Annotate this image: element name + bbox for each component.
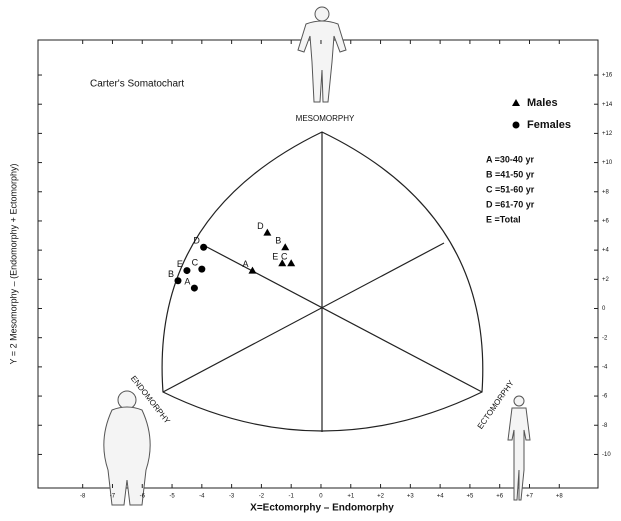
female-point: [183, 267, 190, 274]
somatochart-outline: [162, 132, 483, 432]
y-tick-label: +2: [602, 277, 610, 283]
point-label: D: [257, 221, 264, 231]
key-line: B =41-50 yr: [486, 169, 535, 179]
y-tick-label: +16: [602, 73, 613, 79]
y-tick-label: +12: [602, 131, 613, 137]
x-tick-label: -4: [199, 494, 205, 500]
key-line: C =51-60 yr: [486, 184, 535, 194]
x-tick-label: +7: [526, 494, 534, 500]
point-label: C: [192, 257, 199, 267]
legend-label: Males: [527, 97, 558, 109]
y-tick-label: +6: [602, 219, 610, 225]
key-line: A =30-40 yr: [486, 154, 534, 164]
y-tick-label: -2: [602, 335, 608, 341]
chart-title: Carter's Somatochart: [90, 79, 184, 90]
y-tick-label: +8: [602, 189, 610, 195]
y-tick-label: -8: [602, 423, 608, 429]
x-tick-label: -3: [229, 494, 235, 500]
male-point: [263, 229, 271, 236]
female-point: [200, 244, 207, 251]
chart: Carter's Somatochart MESOMORPHY ENDOMORP…: [0, 0, 621, 521]
x-tick-label: -6: [140, 494, 146, 500]
male-point: [281, 243, 289, 250]
x-tick-label: -5: [169, 494, 175, 500]
axis-line: [163, 243, 444, 392]
male-point: [287, 259, 295, 266]
legend-marker: [512, 99, 520, 106]
y-tick-label: +14: [602, 102, 613, 108]
key-line: E =Total: [486, 214, 521, 224]
legend-label: Females: [527, 119, 571, 131]
point-label: E: [177, 259, 183, 269]
x-tick-label: +2: [377, 494, 385, 500]
y-axis-title: Y = 2 Mesomorphy – (Endomorphy + Ectomor…: [8, 164, 18, 365]
point-label: B: [168, 269, 174, 279]
x-tick-label: +4: [437, 494, 445, 500]
meso-figure: [298, 7, 346, 102]
female-point: [198, 266, 205, 273]
x-tick-label: -8: [80, 494, 86, 500]
x-tick-label: +8: [556, 494, 564, 500]
female-point: [191, 285, 198, 292]
key-line: D =61-70 yr: [486, 199, 535, 209]
point-label: D: [193, 236, 200, 246]
y-tick-label: +4: [602, 248, 610, 254]
y-tick-label: -4: [602, 364, 608, 370]
x-tick-label: -2: [259, 494, 265, 500]
x-tick-label: -1: [289, 494, 295, 500]
point-label: A: [184, 276, 190, 286]
y-tick-label: -10: [602, 452, 611, 458]
x-tick-label: +5: [466, 494, 474, 500]
y-tick-label: 0: [602, 306, 606, 312]
legend-marker: [513, 122, 520, 129]
point-label: B: [275, 236, 281, 246]
point-label: E: [272, 252, 278, 262]
x-tick-label: +3: [407, 494, 415, 500]
ecto-figure: [508, 396, 530, 500]
point-label: A: [242, 259, 248, 269]
y-tick-label: -6: [602, 394, 608, 400]
female-point: [175, 277, 182, 284]
region-label: MESOMORPHY: [296, 114, 355, 123]
y-tick-label: +10: [602, 160, 613, 166]
x-tick-label: +6: [496, 494, 504, 500]
x-tick-label: 0: [319, 494, 323, 500]
x-tick-label: -7: [110, 494, 116, 500]
x-axis-title: X=Ectomorphy – Endomorphy: [250, 503, 394, 514]
x-tick-label: +1: [347, 494, 355, 500]
